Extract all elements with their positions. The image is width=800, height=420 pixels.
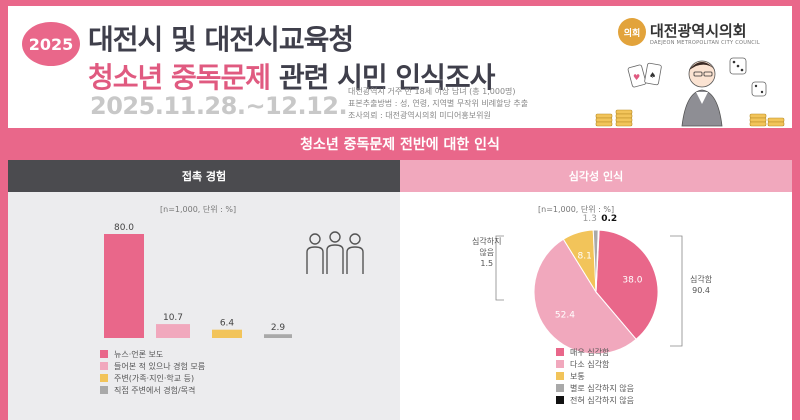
survey-info-line: 표본추출방법 : 성, 연령, 지역별 무작위 비례할당 추출	[348, 99, 529, 108]
left-legend: 뉴스·언론 보도 들어본 적 있으나 경험 모름 주변(가족·지인·학교 등) …	[100, 348, 205, 396]
council-name: 대전광역시의회	[650, 22, 747, 40]
bar-value-label: 6.4	[220, 319, 235, 329]
contact-experience-bar-chart: 80.0 10.7 6.4 2.9	[104, 223, 292, 338]
serious-label: 심각함 90.4	[690, 274, 712, 296]
legend-label: 들어본 적 있으나 경험 모름	[114, 361, 206, 371]
title-highlight: 청소년 중독문제	[88, 61, 271, 94]
people-group-icon	[306, 231, 364, 274]
svg-text:♥: ♥	[633, 73, 640, 82]
legend-swatch	[100, 386, 108, 394]
pie-value-label: 1.3	[583, 214, 597, 224]
pie-slice	[595, 229, 600, 293]
not-serious-label-line: 않음	[479, 248, 495, 257]
svg-text:♠: ♠	[649, 71, 656, 80]
bar-value-label: 80.0	[114, 223, 134, 233]
pie-slice	[595, 229, 659, 340]
legend-swatch	[556, 384, 564, 392]
severity-pie-chart: 38.0 52.4 8.1 1.3 0.2	[495, 214, 683, 355]
legend-swatch	[556, 360, 564, 368]
legend-label: 뉴스·언론 보도	[114, 349, 164, 359]
title-line2: 청소년 중독문제 관련 시민 인식조사	[88, 56, 496, 96]
contact-experience-panel: [n=1,000, 단위 : %] 80.0 10.7 6.4 2.9 뉴스·언론 보…	[8, 192, 400, 420]
survey-date-range: 2025.11.28.~12.12.	[90, 92, 348, 120]
severity-perception-panel: [n=1,000, 단위 : %] 38.0 52.4 8.1 1.3 0.2 심각하지…	[400, 192, 792, 420]
serious-value: 90.4	[692, 286, 710, 295]
left-border	[0, 0, 8, 420]
year-badge: 2025	[22, 22, 80, 66]
legend-swatch	[100, 374, 108, 382]
not-serious-label: 심각하지 않음 1.5	[472, 236, 501, 269]
council-logo: 의회	[618, 18, 646, 46]
council-name-english: DAEJEON METROPOLITAN CITY COUNCIL	[650, 40, 760, 46]
survey-info-line: 조사의뢰 : 대전광역시의회 미디어홍보위원	[348, 111, 491, 120]
pie-value-label: 52.4	[555, 311, 575, 321]
legend-item: 보통	[556, 370, 634, 382]
legend-swatch	[556, 396, 564, 404]
legend-item: 별로 심각하지 않음	[556, 382, 634, 394]
legend-swatch	[556, 372, 564, 380]
right-unit-note: [n=1,000, 단위 : %]	[538, 205, 615, 214]
legend-label: 주변(가족·지인·학교 등)	[114, 373, 195, 383]
pie-value-label: 0.2	[601, 214, 617, 224]
pie-value-label: 38.0	[622, 276, 642, 286]
legend-item: 들어본 적 있으나 경험 모름	[100, 360, 205, 372]
bar	[264, 334, 292, 338]
right-border	[792, 0, 800, 420]
legend-label: 별로 심각하지 않음	[570, 383, 634, 393]
legend-item: 다소 심각함	[556, 358, 634, 370]
survey-info: 대전광역시 거주 만 18세 이상 남녀 (총 1,000명) 표본추출방법 :…	[348, 86, 528, 122]
legend-item: 주변(가족·지인·학교 등)	[100, 372, 205, 384]
legend-label: 다소 심각함	[570, 359, 610, 369]
gambling-illustration: ♥ ♠	[595, 57, 785, 127]
not-serious-value: 1.5	[480, 259, 494, 268]
title-line1: 대전시 및 대전시교육청	[88, 23, 354, 56]
left-unit-note: [n=1,000, 단위 : %]	[160, 205, 237, 214]
bar	[212, 329, 242, 338]
right-legend: 매우 심각함 다소 심각함 보통 별로 심각하지 않음 전혀 심각하지 않음	[556, 346, 634, 406]
legend-label: 매우 심각함	[570, 347, 610, 357]
pie-value-label: 8.1	[578, 251, 592, 261]
legend-swatch	[100, 350, 108, 358]
survey-info-line: 대전광역시 거주 만 18세 이상 남녀 (총 1,000명)	[348, 87, 516, 96]
legend-item: 뉴스·언론 보도	[100, 348, 205, 360]
serious-bracket	[670, 235, 683, 347]
legend-label: 전혀 심각하지 않음	[570, 395, 634, 405]
left-panel-title: 접촉 경험	[8, 160, 400, 192]
serious-label-line: 심각함	[690, 275, 713, 284]
legend-label: 직접 주변에서 경험/목격	[114, 385, 196, 395]
legend-item: 직접 주변에서 경험/목격	[100, 384, 205, 396]
legend-swatch	[100, 362, 108, 370]
legend-item: 매우 심각함	[556, 346, 634, 358]
bar	[156, 324, 190, 338]
bar	[104, 234, 144, 338]
bar-value-label: 10.7	[163, 313, 183, 323]
legend-item: 전혀 심각하지 않음	[556, 394, 634, 406]
title-rest: 관련 시민 인식조사	[270, 61, 496, 94]
section-title: 청소년 중독문제 전반에 대한 인식	[8, 128, 792, 160]
not-serious-label-line: 심각하지	[472, 237, 502, 246]
not-serious-bracket	[495, 235, 504, 301]
pie-slice	[533, 238, 637, 355]
top-border	[0, 0, 800, 6]
bar-value-label: 2.9	[271, 323, 286, 333]
right-panel-title: 심각성 인식	[400, 160, 792, 192]
legend-label: 보통	[570, 371, 585, 381]
legend-swatch	[556, 348, 564, 356]
